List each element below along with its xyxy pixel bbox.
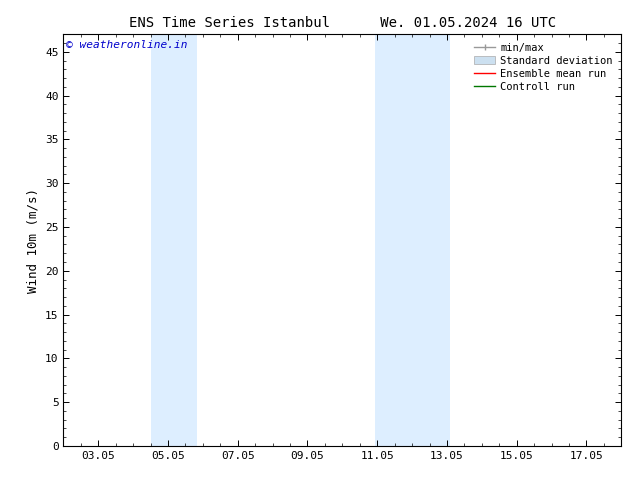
Y-axis label: Wind 10m (m/s): Wind 10m (m/s) <box>27 188 39 293</box>
Text: © weatheronline.in: © weatheronline.in <box>66 41 188 50</box>
Bar <box>375 34 450 446</box>
Bar <box>150 34 197 446</box>
Legend: min/max, Standard deviation, Ensemble mean run, Controll run: min/max, Standard deviation, Ensemble me… <box>471 40 616 95</box>
Title: ENS Time Series Istanbul      We. 01.05.2024 16 UTC: ENS Time Series Istanbul We. 01.05.2024 … <box>129 16 556 30</box>
